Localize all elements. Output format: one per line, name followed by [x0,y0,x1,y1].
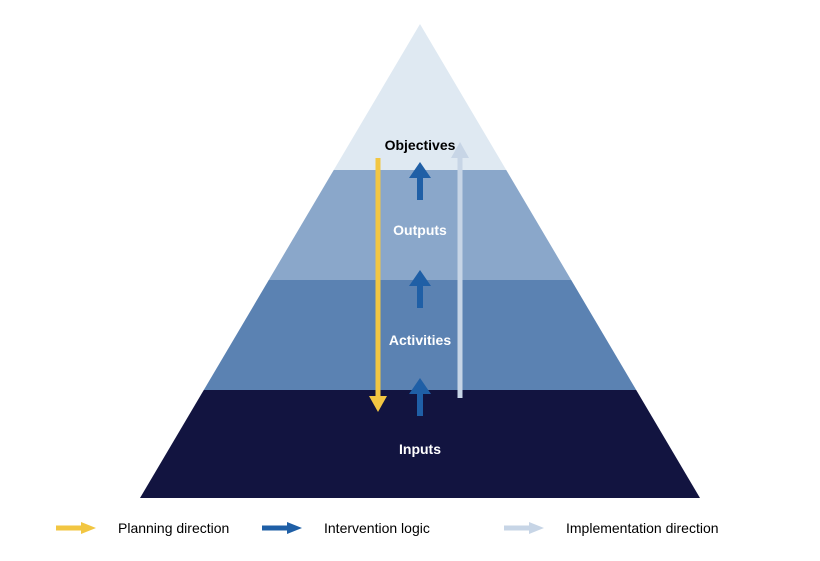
legend-label-implementation: Implementation direction [566,520,719,536]
legend-label-intervention: Intervention logic [324,520,430,536]
legend-item-implementation: Implementation direction [504,520,719,536]
pyramid: Objectives Outputs Activities Inputs [140,24,700,498]
legend-arrowhead-icon [529,522,544,534]
legend-label-planning: Planning direction [118,520,229,536]
legend-arrowhead-icon [287,522,302,534]
pyramid-label-outputs: Outputs [393,222,447,238]
legend-item-planning: Planning direction [56,520,229,536]
pyramid-label-inputs: Inputs [399,441,441,457]
legend-item-intervention: Intervention logic [262,520,430,536]
legend: Planning direction Intervention logic Impl… [56,520,719,536]
pyramid-label-activities: Activities [389,332,451,348]
legend-arrowhead-icon [81,522,96,534]
pyramid-label-objectives: Objectives [385,137,456,153]
